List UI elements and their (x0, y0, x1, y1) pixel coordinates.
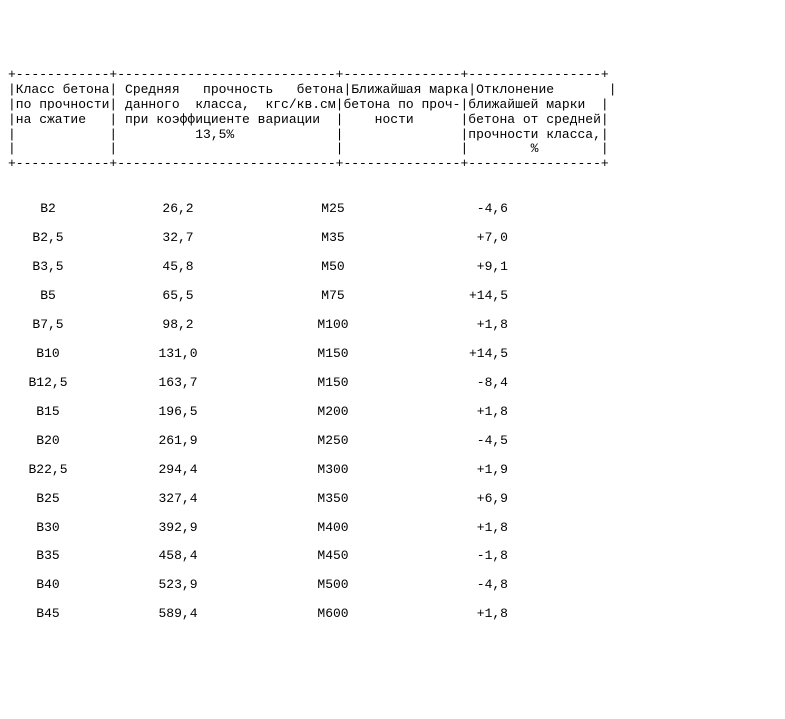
cell-class: В15 (8, 405, 88, 420)
cell-class: В10 (8, 347, 88, 362)
cell-mark: М100 (268, 318, 398, 333)
table-row: В22,5294,4М300+1,9 (8, 463, 777, 478)
cell-deviation: +1,8 (398, 607, 538, 622)
cell-strength: 458,4 (88, 549, 268, 564)
table-row: В20261,9М250-4,5 (8, 434, 777, 449)
cell-class: В20 (8, 434, 88, 449)
table-row: В35458,4М450-1,8 (8, 549, 777, 564)
cell-class: В45 (8, 607, 88, 622)
cell-class: В25 (8, 492, 88, 507)
cell-class: В30 (8, 521, 88, 536)
cell-deviation: +6,9 (398, 492, 538, 507)
cell-deviation: +14,5 (398, 347, 538, 362)
cell-strength: 98,2 (88, 318, 268, 333)
cell-mark: М75 (268, 289, 398, 304)
table-row: В15196,5М200+1,8 (8, 405, 777, 420)
cell-class: В12,5 (8, 376, 88, 391)
cell-strength: 589,4 (88, 607, 268, 622)
cell-mark: М50 (268, 260, 398, 275)
cell-deviation: +14,5 (398, 289, 538, 304)
cell-mark: М200 (268, 405, 398, 420)
cell-class: В7,5 (8, 318, 88, 333)
cell-deviation: -4,8 (398, 578, 538, 593)
table-row: В40523,9М500-4,8 (8, 578, 777, 593)
cell-strength: 523,9 (88, 578, 268, 593)
cell-mark: М450 (268, 549, 398, 564)
cell-strength: 32,7 (88, 231, 268, 246)
cell-strength: 392,9 (88, 521, 268, 536)
table-row: В30392,9М400+1,8 (8, 521, 777, 536)
cell-deviation: +1,8 (398, 405, 538, 420)
cell-class: В2,5 (8, 231, 88, 246)
cell-class: В2 (8, 202, 88, 217)
table-row: В3,545,8М50+9,1 (8, 260, 777, 275)
cell-deviation: -8,4 (398, 376, 538, 391)
cell-mark: М350 (268, 492, 398, 507)
table-row: В7,598,2М100+1,8 (8, 318, 777, 333)
table-row: В25327,4М350+6,9 (8, 492, 777, 507)
cell-deviation: -1,8 (398, 549, 538, 564)
cell-strength: 131,0 (88, 347, 268, 362)
cell-strength: 163,7 (88, 376, 268, 391)
table-row: В226,2М25-4,6 (8, 202, 777, 217)
cell-strength: 65,5 (88, 289, 268, 304)
cell-mark: М300 (268, 463, 398, 478)
table-body: В226,2М25-4,6В2,532,7М35+7,0В3,545,8М50+… (8, 202, 777, 622)
table-row: В2,532,7М35+7,0 (8, 231, 777, 246)
cell-deviation: +1,9 (398, 463, 538, 478)
cell-strength: 196,5 (88, 405, 268, 420)
table-row: В12,5163,7М150-8,4 (8, 376, 777, 391)
cell-deviation: +1,8 (398, 521, 538, 536)
table-row: В565,5М75+14,5 (8, 289, 777, 304)
cell-strength: 261,9 (88, 434, 268, 449)
cell-deviation: +9,1 (398, 260, 538, 275)
table-row: В10131,0М150+14,5 (8, 347, 777, 362)
cell-mark: М25 (268, 202, 398, 217)
cell-class: В22,5 (8, 463, 88, 478)
cell-deviation: +1,8 (398, 318, 538, 333)
cell-strength: 294,4 (88, 463, 268, 478)
cell-class: В35 (8, 549, 88, 564)
cell-strength: 327,4 (88, 492, 268, 507)
cell-mark: М600 (268, 607, 398, 622)
cell-class: В3,5 (8, 260, 88, 275)
cell-deviation: +7,0 (398, 231, 538, 246)
table-header: +------------+--------------------------… (8, 68, 777, 173)
cell-deviation: -4,6 (398, 202, 538, 217)
cell-strength: 26,2 (88, 202, 268, 217)
cell-mark: М150 (268, 347, 398, 362)
cell-mark: М35 (268, 231, 398, 246)
cell-class: В40 (8, 578, 88, 593)
cell-mark: М150 (268, 376, 398, 391)
cell-mark: М500 (268, 578, 398, 593)
cell-deviation: -4,5 (398, 434, 538, 449)
table-row: В45589,4М600+1,8 (8, 607, 777, 622)
cell-mark: М400 (268, 521, 398, 536)
cell-mark: М250 (268, 434, 398, 449)
cell-strength: 45,8 (88, 260, 268, 275)
cell-class: В5 (8, 289, 88, 304)
